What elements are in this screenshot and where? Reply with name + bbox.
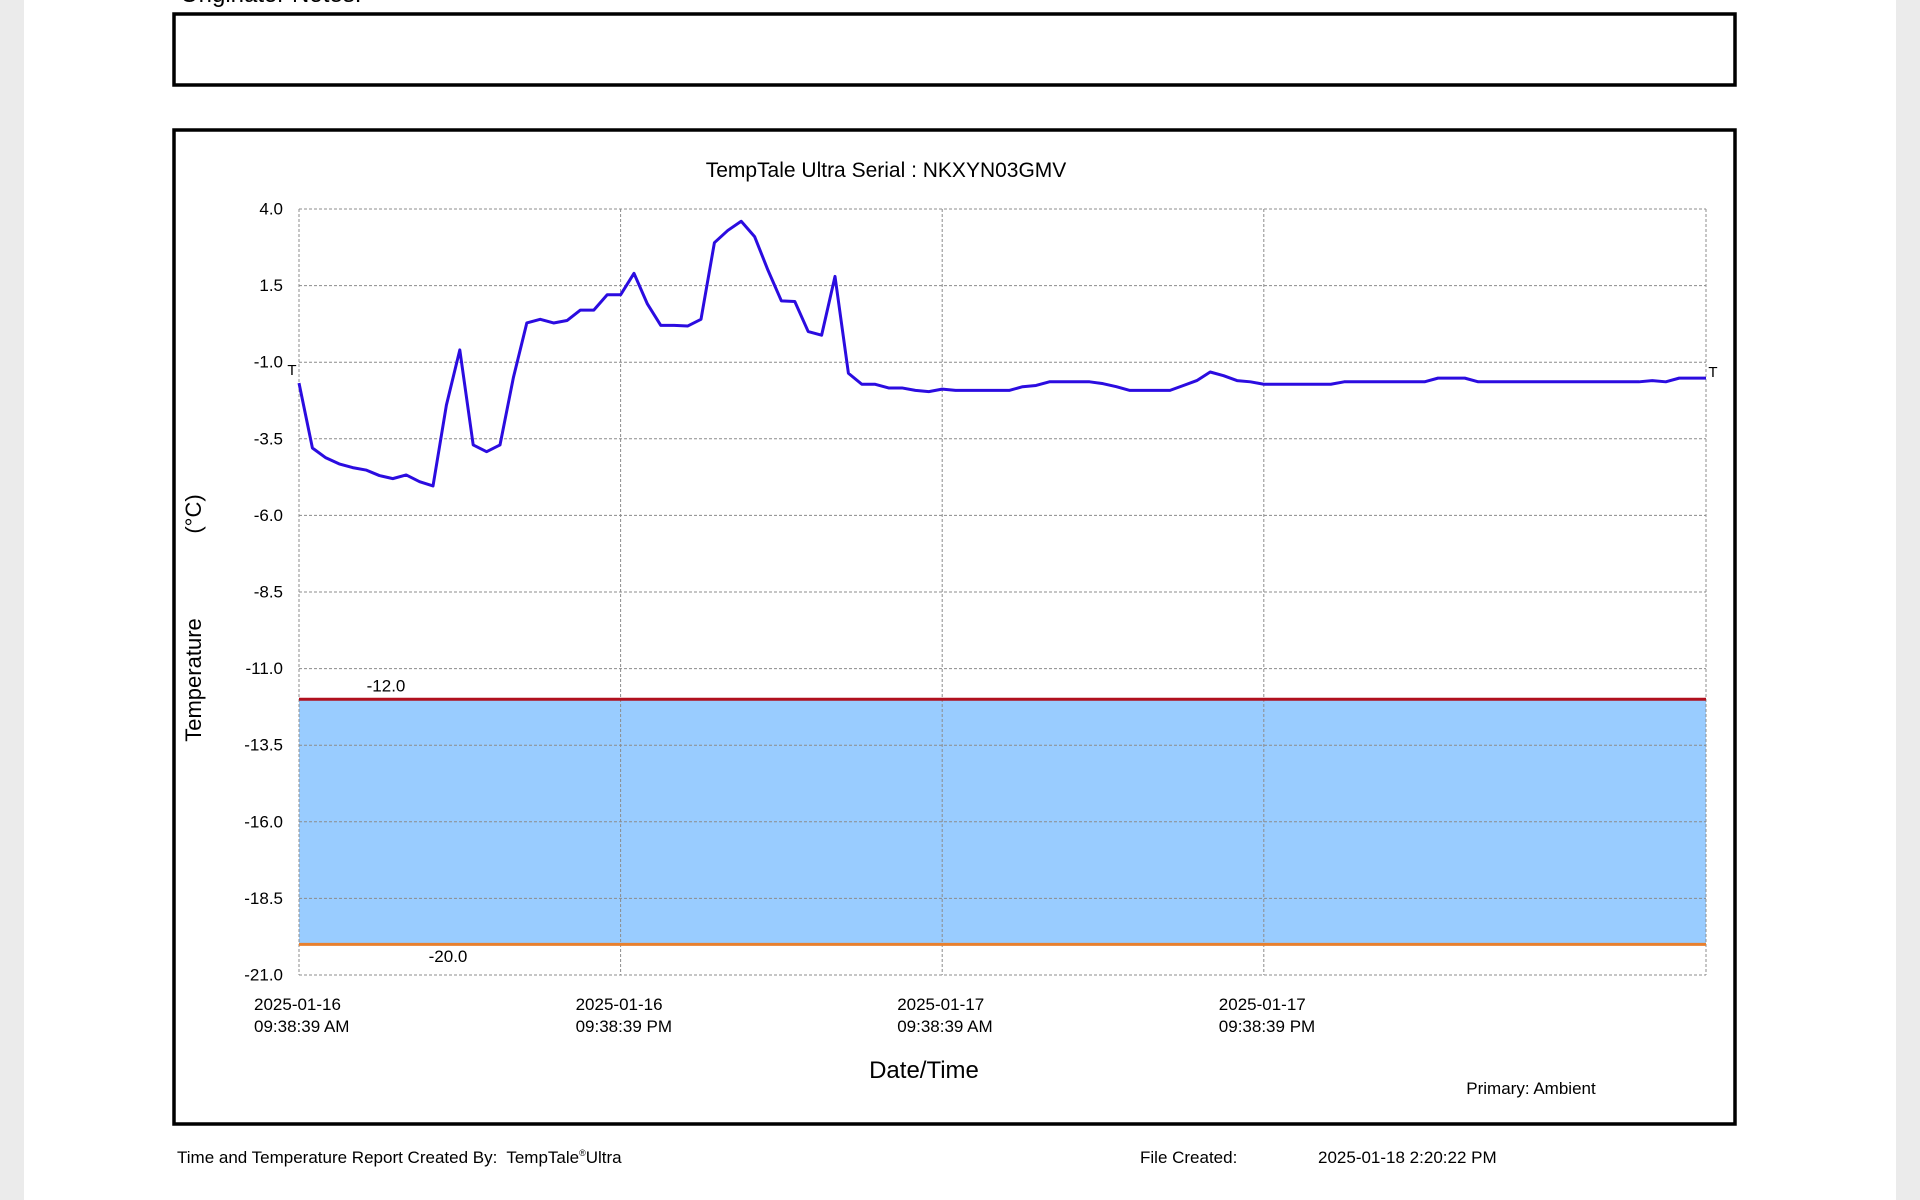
y-tick-label: -21.0 (244, 965, 283, 984)
y-tick-label: -16.0 (244, 812, 283, 831)
legend-entry: Primary: Ambient (1466, 1079, 1596, 1098)
x-axis-title: Date/Time (869, 1057, 979, 1084)
product-name: TempTale (506, 1148, 579, 1167)
x-tick-label-line: 09:38:39 AM (897, 1017, 992, 1036)
x-tick-label: 2025-01-16 09:38:39 PM (576, 995, 672, 1036)
y-tick-label: 4.0 (259, 199, 283, 218)
notes-heading: Originator Notes: (180, 0, 361, 8)
y-axis-title: (°C) (181, 494, 206, 533)
file-created-label: File Created: (1140, 1148, 1237, 1167)
product-suffix: Ultra (586, 1148, 622, 1167)
end-mark: T (287, 362, 296, 379)
y-axis-title: Temperature (181, 618, 206, 742)
footer-created-by: Time and Temperature Report Created By: T… (177, 1148, 622, 1167)
x-tick-label: 2025-01-16 09:38:39 AM (254, 995, 349, 1036)
x-tick-label: 2025-01-17 09:38:39 PM (1219, 995, 1315, 1036)
notes-box (172, 12, 1737, 87)
y-tick-label: -8.5 (254, 582, 283, 601)
viewer-margin-right (1896, 0, 1920, 1200)
x-tick-label-line: 09:38:39 AM (254, 1017, 349, 1036)
x-tick-label-line: 2025-01-17 (897, 995, 984, 1014)
file-created-value: 2025-01-18 2:20:22 PM (1318, 1148, 1497, 1167)
created-by-label: Time and Temperature Report Created By: (177, 1148, 497, 1167)
data-line (297, 219, 1706, 488)
limit-label: -20.0 (429, 947, 468, 966)
viewer-margin-left (0, 0, 24, 1200)
chart-title: TempTale Ultra Serial : NKXYN03GMV (706, 159, 1067, 182)
y-tick-label: -6.0 (254, 506, 283, 525)
x-tick-label-line: 09:38:39 PM (1219, 1017, 1315, 1036)
plot-area: 4.0 1.5 -1.0 -3.5 -6.0 -8.5 -11.0 -13.5 -16.0 -18… (181, 199, 1718, 1036)
end-mark: T (1708, 364, 1717, 381)
y-tick-label: -3.5 (254, 429, 283, 448)
chart-frame (172, 128, 1737, 1126)
y-tick-label: -11.0 (246, 659, 284, 678)
limit-label: -12.0 (367, 677, 406, 696)
x-tick-label-line: 2025-01-17 (1219, 995, 1306, 1014)
x-tick-label-line: 2025-01-16 (254, 995, 341, 1014)
y-tick-label: -13.5 (244, 736, 283, 755)
product-mark: ® (579, 1148, 586, 1158)
y-tick-label: -1.0 (254, 353, 283, 372)
y-tick-label: 1.5 (259, 276, 283, 295)
x-tick-label-line: 2025-01-16 (576, 995, 663, 1014)
x-tick-label: 2025-01-17 09:38:39 AM (897, 995, 992, 1036)
x-tick-label-line: 09:38:39 PM (576, 1017, 672, 1036)
y-tick-label: -18.5 (244, 889, 283, 908)
